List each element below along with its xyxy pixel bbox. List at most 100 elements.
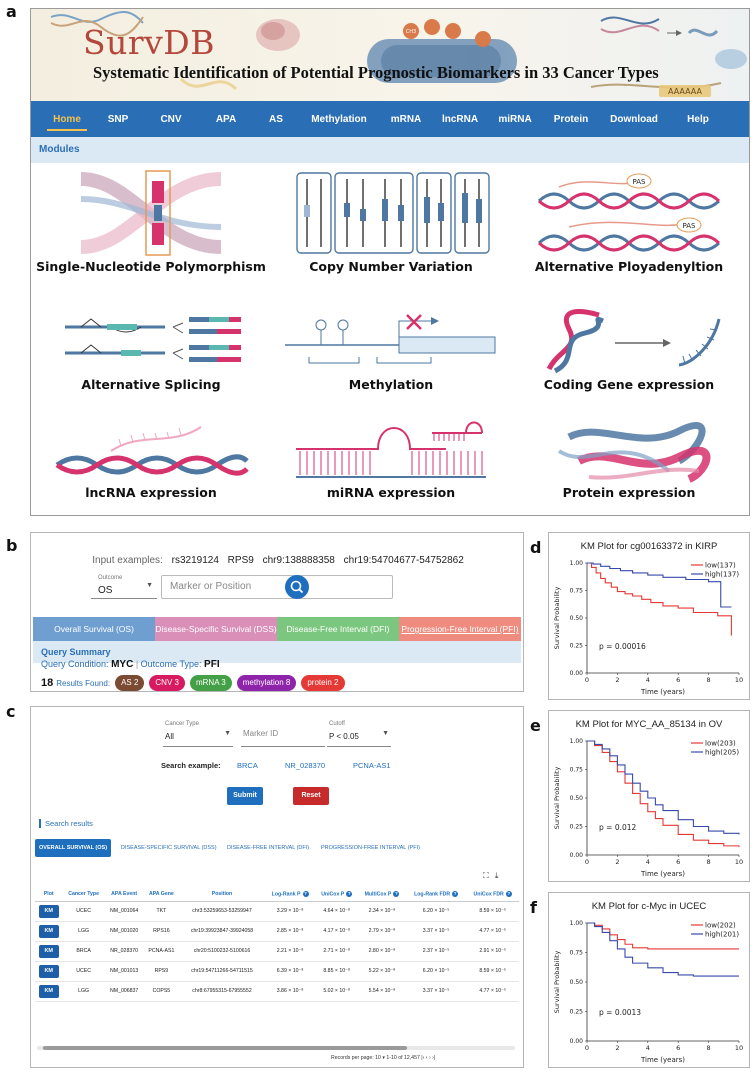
nav-item-mrna[interactable]: mRNA bbox=[390, 113, 422, 125]
submit-button[interactable]: Submit bbox=[227, 787, 263, 805]
km-plot-button[interactable]: KM bbox=[38, 944, 59, 958]
nav-item-download[interactable]: Download bbox=[610, 113, 658, 125]
help-icon[interactable]: ? bbox=[393, 890, 400, 897]
result-pill[interactable]: mRNA 3 bbox=[189, 675, 232, 691]
table-row[interactable]: KM LGG NM_001020 RPS16 chr19:39923847-399240… bbox=[35, 921, 519, 942]
module-snp-label: Single-Nucleotide Polymorphism bbox=[36, 259, 266, 274]
search-button[interactable] bbox=[285, 575, 309, 599]
module-mirna[interactable]: miRNA expression bbox=[271, 421, 511, 500]
nav-item-mirna[interactable]: miRNA bbox=[498, 113, 532, 125]
y-tick-label: 0.50 bbox=[570, 615, 584, 622]
tab-os[interactable]: Overall Survival (OS) bbox=[33, 617, 155, 641]
module-methylation[interactable]: Methylation bbox=[271, 309, 511, 392]
column-header[interactable]: APA Event bbox=[104, 887, 144, 902]
x-tick-label: 2 bbox=[615, 676, 619, 684]
column-header[interactable]: UniCox FDR? bbox=[466, 887, 519, 902]
outcome-select[interactable]: Outcome OS ▼ bbox=[91, 575, 157, 599]
search-example-link[interactable]: PCNA-AS1 bbox=[353, 761, 391, 770]
nav-item-home[interactable]: Home bbox=[41, 114, 93, 131]
nav-item-as[interactable]: AS bbox=[269, 113, 283, 125]
panel-label-a: a bbox=[6, 2, 17, 21]
module-as[interactable]: Alternative Splicing bbox=[31, 309, 271, 392]
km-plot-button[interactable]: KM bbox=[38, 964, 59, 978]
nav-item-snp[interactable]: SNP bbox=[107, 113, 129, 125]
search-example-link[interactable]: BRCA bbox=[237, 761, 258, 770]
tab-pfi[interactable]: PROGRESSION-FREE INTERVAL (PFI) bbox=[321, 845, 420, 851]
cnv-illustration bbox=[296, 172, 490, 254]
column-header[interactable]: UniCox P? bbox=[315, 887, 359, 902]
reset-button[interactable]: Reset bbox=[293, 787, 329, 805]
example-link[interactable]: RPS9 bbox=[227, 555, 254, 566]
column-header[interactable]: Log-Rank FDR? bbox=[405, 887, 467, 902]
nav-item-cnv[interactable]: CNV bbox=[160, 113, 182, 125]
module-protein[interactable]: Protein expression bbox=[509, 421, 749, 500]
caret-down-icon: ▼ bbox=[224, 730, 231, 737]
table-row[interactable]: KM LGG NM_006837 COPS5 chr8:67955315-6795555… bbox=[35, 981, 519, 1002]
column-header[interactable]: Log-Rank P? bbox=[264, 887, 316, 902]
column-header[interactable]: APA Gene bbox=[143, 887, 180, 902]
table-row[interactable]: KM UCEC NM_001013 RPS9 chr19:54711266-547115… bbox=[35, 961, 519, 982]
module-coding[interactable]: Coding Gene expression bbox=[509, 309, 749, 392]
caret-down-icon: ▼ bbox=[382, 730, 389, 737]
marker-id-input[interactable]: Marker ID bbox=[241, 721, 325, 747]
help-icon[interactable]: ? bbox=[452, 890, 459, 897]
cutoff-select[interactable]: Cutoff P < 0.05 ▼ bbox=[327, 721, 391, 747]
tab-dss[interactable]: DISEASE-SPECIFIC SURVIVAL (DSS) bbox=[121, 845, 217, 851]
column-header-label: Position bbox=[211, 890, 233, 897]
module-cnv[interactable]: Copy Number Variation bbox=[271, 169, 511, 274]
result-pill[interactable]: protein 2 bbox=[301, 675, 345, 691]
nav-item-help[interactable]: Help bbox=[687, 113, 709, 125]
table-cell: 2.71 × 10⁻⁸ bbox=[315, 941, 359, 962]
help-icon[interactable]: ? bbox=[302, 890, 309, 897]
table-row[interactable]: KM UCEC NM_001064 TKT chr3:53259653-53259947… bbox=[35, 901, 519, 922]
module-lncrna[interactable]: lncRNA expression bbox=[31, 421, 271, 500]
result-pills: AS 2 CNV 3 mRNA 3 methylation 8 protein 2 bbox=[110, 675, 345, 691]
column-header[interactable]: Plot bbox=[35, 887, 63, 902]
tab-dss[interactable]: Disease-Specific Survival (DSS) bbox=[155, 617, 277, 641]
table-cell: 2.34 × 10⁻⁸ bbox=[358, 901, 406, 922]
help-icon[interactable]: ? bbox=[505, 890, 512, 897]
column-header[interactable]: Cancer Type bbox=[62, 887, 105, 902]
tab-dfi[interactable]: DISEASE-FREE INTERVAL (DFI) bbox=[227, 845, 310, 851]
nav-item-methylation[interactable]: Methylation bbox=[311, 113, 367, 125]
module-snp[interactable]: Single-Nucleotide Polymorphism bbox=[31, 169, 271, 274]
nav-item-lncrna[interactable]: lncRNA bbox=[441, 113, 479, 125]
cancer-type-select[interactable]: Cancer Type All ▼ bbox=[163, 721, 233, 747]
column-header-label: MultiCox P bbox=[364, 890, 392, 897]
column-header[interactable]: Position bbox=[179, 887, 265, 902]
marker-input[interactable]: Marker or Position bbox=[161, 575, 393, 599]
scrollbar-thumb[interactable] bbox=[43, 1046, 407, 1050]
table-cell: 6.20 × 10⁻⁵ bbox=[405, 961, 467, 982]
example-link[interactable]: chr9:138888358 bbox=[262, 555, 335, 566]
table-body: KM UCEC NM_001064 TKT chr3:53259653-53259947… bbox=[35, 901, 519, 1002]
km-plot-button[interactable]: KM bbox=[38, 984, 59, 998]
app-logo[interactable]: SurvDB bbox=[83, 23, 215, 62]
example-link[interactable]: chr19:54704677-54752862 bbox=[343, 555, 464, 566]
km-plot-button[interactable]: KM bbox=[38, 904, 59, 918]
example-link[interactable]: rs3219124 bbox=[171, 555, 219, 566]
search-example-link[interactable]: NR_028370 bbox=[285, 761, 326, 770]
module-cnv-label: Copy Number Variation bbox=[309, 259, 473, 274]
table-cell: 4.64 × 10⁻⁸ bbox=[315, 901, 359, 922]
result-pill[interactable]: methylation 8 bbox=[236, 675, 297, 691]
fullscreen-icon[interactable]: ⛶ bbox=[483, 871, 489, 880]
result-pill[interactable]: AS 2 bbox=[115, 675, 145, 691]
table-cell: KM bbox=[35, 961, 63, 982]
module-apa[interactable]: PAS PAS Alternative Ployadenyltion bbox=[509, 169, 749, 274]
column-header[interactable]: MultiCox P? bbox=[358, 887, 406, 902]
help-icon[interactable]: ? bbox=[346, 890, 353, 897]
tab-pfi[interactable]: Progression-Free Interval (PFI) bbox=[399, 617, 521, 641]
nav-item-protein[interactable]: Protein bbox=[553, 113, 589, 125]
condition-label: Query Condition: bbox=[41, 659, 109, 669]
result-pill[interactable]: CNV 3 bbox=[149, 675, 185, 691]
column-header-label: APA Event bbox=[111, 890, 138, 897]
x-tick-label: 4 bbox=[646, 858, 650, 866]
nav-item-apa[interactable]: APA bbox=[215, 113, 237, 125]
download-icon[interactable]: ⤓ bbox=[494, 871, 499, 880]
tab-os[interactable]: OVERALL SURVIVAL (OS) bbox=[35, 839, 112, 857]
pagination[interactable]: Records per page: 10 ▾ 1-10 of 12,457 |‹… bbox=[331, 1055, 436, 1061]
horizontal-scrollbar[interactable] bbox=[37, 1046, 515, 1050]
table-row[interactable]: KM BRCA NR_028370 PCNA-AS1 chr20:5100232-510… bbox=[35, 941, 519, 962]
tab-dfi[interactable]: Disease-Free Interval (DFI) bbox=[277, 617, 399, 641]
km-plot-button[interactable]: KM bbox=[38, 924, 59, 938]
